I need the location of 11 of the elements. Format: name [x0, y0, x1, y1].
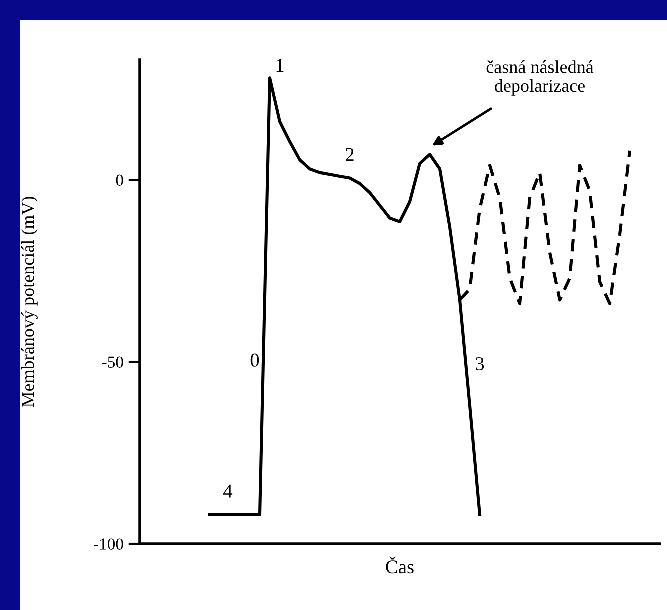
- annotation: 2: [346, 148, 354, 162]
- y-axis-title: Membránový potenciál (mV): [21, 197, 38, 408]
- annotation: 0: [250, 354, 260, 367]
- y-tick-label: 0: [116, 174, 124, 186]
- y-tick-label: -50: [102, 356, 124, 368]
- annotation: 1: [276, 59, 284, 72]
- annotation: 4: [224, 484, 233, 498]
- annotation: časná následná depolarizace: [486, 60, 594, 96]
- annotation: 3: [476, 357, 484, 371]
- y-tick-label: -100: [94, 538, 124, 550]
- x-axis-title: Čas: [386, 556, 414, 574]
